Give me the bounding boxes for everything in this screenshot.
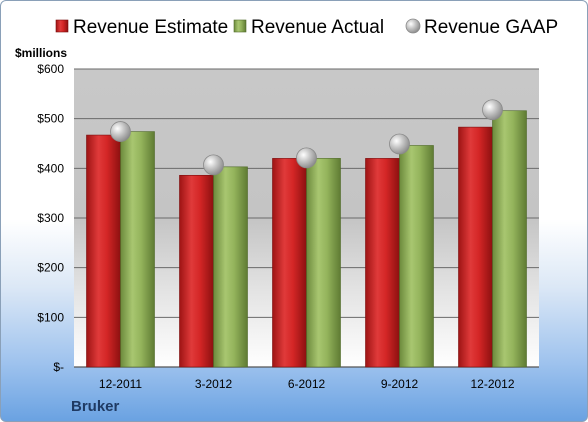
x-tick-label: 9-2012 [381,377,419,391]
x-tick-label: 3-2012 [195,377,233,391]
x-tick-label: 12-2011 [99,377,142,391]
y-axis-unit-label: $millions [15,46,67,60]
marker-revenue-gaap [110,121,131,142]
legend-label: Revenue GAAP [424,17,558,38]
bar-revenue-estimate [365,158,400,368]
marker-revenue-gaap [203,154,224,176]
y-tick-label: $500 [37,112,64,126]
y-tick-label: $100 [37,310,64,324]
y-tick-label: $- [53,360,64,374]
legend-swatch [405,18,421,34]
x-tick-label: 12-2012 [470,377,514,391]
company-label: Bruker [71,398,120,415]
bar-revenue-actual [399,145,434,368]
legend: Revenue Estimate Revenue Actual Revenue GA… [55,17,558,38]
bar-revenue-actual [213,166,248,368]
x-axis-ticks: 12-2011 3-2012 6-2012 9-2012 12-2012 [99,377,515,391]
legend-swatch [55,19,69,33]
y-tick-label: $200 [37,261,64,275]
legend-label: Revenue Estimate [73,17,228,38]
y-tick-label: $300 [37,211,64,225]
bar-revenue-actual [492,110,527,368]
legend-label: Revenue Actual [251,17,384,38]
y-tick-label: $400 [37,161,64,175]
y-axis-ticks: $- $100 $200 $300 $400 $500 $600 [37,62,64,374]
legend-swatch [233,19,247,33]
bar-revenue-actual [120,131,155,368]
y-tick-label: $600 [37,62,64,76]
gaap-markers [110,99,503,176]
marker-revenue-gaap [482,99,503,121]
bar-revenue-estimate [458,126,493,368]
bar-revenue-estimate [179,174,214,368]
x-tick-label: 6-2012 [288,377,326,391]
marker-revenue-gaap [389,133,410,155]
bar-revenue-actual [306,158,341,368]
bars [86,110,527,368]
bar-revenue-estimate [272,158,307,368]
bar-revenue-estimate [86,134,121,368]
marker-revenue-gaap [296,147,317,169]
